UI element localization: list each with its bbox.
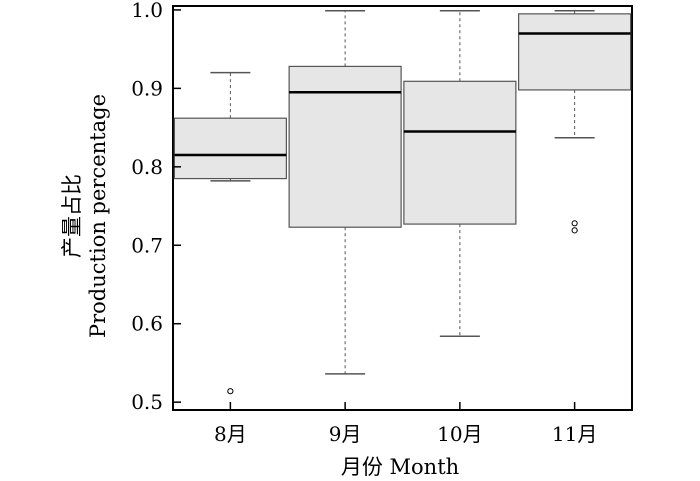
x-tick-label: 11月: [552, 422, 597, 446]
box-iqr: [518, 13, 632, 91]
box-iqr: [173, 117, 287, 180]
outlier-point: [227, 388, 234, 395]
y-tick-label: 0.7: [131, 233, 163, 257]
plot-frame: [172, 5, 633, 411]
x-tick-label: 9月: [329, 422, 362, 446]
y-tick-label: 1.0: [131, 0, 163, 22]
outlier-point: [571, 220, 578, 227]
box-iqr: [403, 80, 517, 225]
x-axis: 8月 9月 10月 11月: [214, 402, 597, 446]
box-group: [173, 71, 287, 395]
y-axis-label-en: Production percentage: [86, 94, 110, 338]
y-axis-label-cn: 产量占比: [60, 174, 84, 258]
x-tick-label: 8月: [214, 422, 247, 446]
box-iqr: [288, 65, 402, 228]
y-tick-label: 0.6: [131, 312, 163, 336]
outlier-point: [571, 227, 578, 234]
box-group: [288, 9, 402, 375]
x-tick-label: 10月: [437, 422, 482, 446]
x-axis-label: 月份 Month: [341, 455, 459, 479]
y-tick-label: 0.9: [131, 76, 163, 100]
box-group: [518, 9, 632, 234]
y-tick-label: 0.5: [131, 390, 163, 414]
plot-area: [172, 5, 633, 411]
box-group: [403, 9, 517, 338]
y-tick-label: 0.8: [131, 155, 163, 179]
y-axis: 0.5 0.6 0.7 0.8 0.9 1.0: [131, 0, 181, 414]
